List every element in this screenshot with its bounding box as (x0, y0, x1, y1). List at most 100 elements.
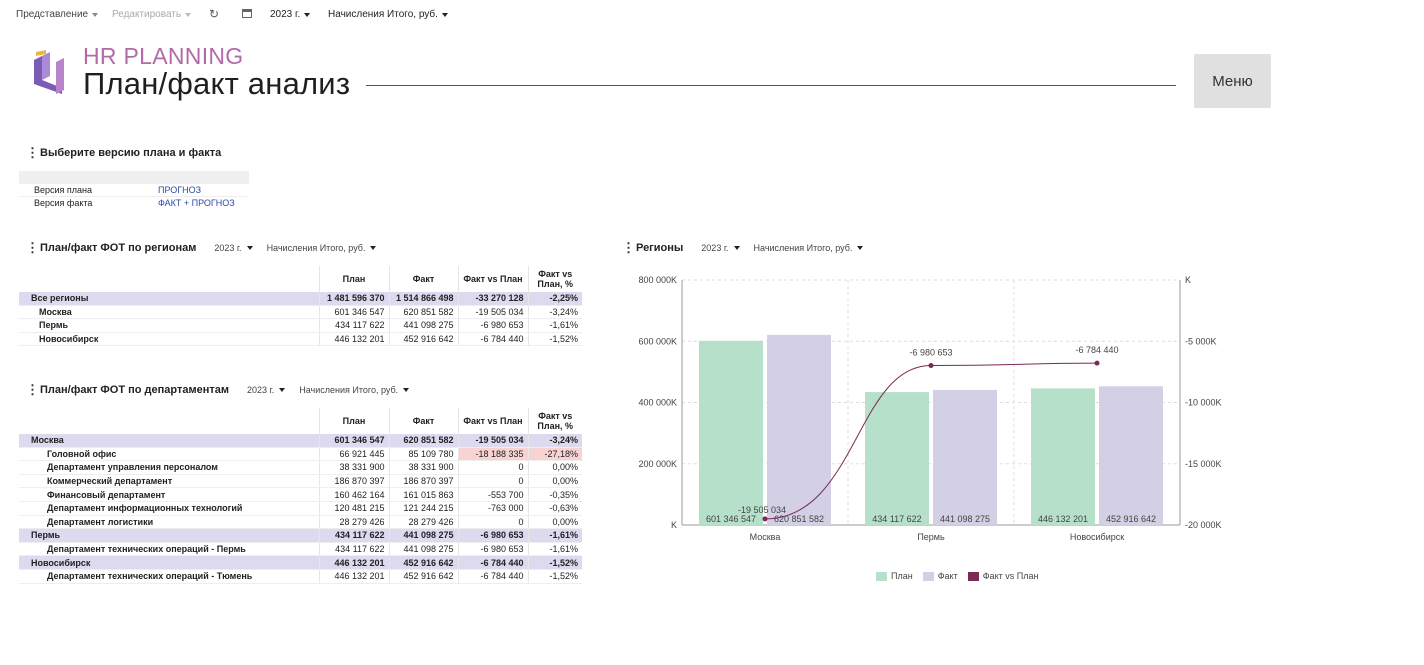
row-label: Пермь (19, 528, 319, 543)
cell-diff: -6 980 653 (457, 318, 528, 333)
data-label-diff: -6 784 440 (1075, 345, 1118, 355)
header-divider (366, 85, 1176, 86)
regions-measure-filter[interactable]: Начисления Итого, руб. (267, 243, 377, 253)
cell-plan: 446 132 201 (318, 569, 389, 584)
kebab-menu-icon[interactable]: ⋮ (622, 240, 635, 255)
y-tick-label: K (671, 520, 677, 530)
y2-tick-label: -15 000K (1185, 459, 1222, 469)
regions-year-filter[interactable]: 2023 г. (214, 243, 253, 253)
table-row[interactable]: Департамент информационных технологий 120… (19, 501, 582, 516)
chart-year-filter[interactable]: 2023 г. (701, 243, 740, 253)
table-row[interactable]: Москва 601 346 547 620 851 582 -19 505 034-… (19, 305, 582, 320)
x-tick-label: Пермь (917, 532, 945, 542)
cell-plan: 66 921 445 (318, 447, 389, 462)
version-fact-value[interactable]: ФАКТ + ПРОГНОЗ (158, 198, 235, 208)
table-row[interactable]: Все регионы 1 481 596 370 1 514 866 498 -33… (19, 292, 582, 306)
cell-fact: 441 098 275 (388, 528, 458, 543)
page-title: План/факт анализ (83, 66, 351, 101)
table-row[interactable]: Коммерческий департамент 186 870 397 186 8… (19, 474, 582, 489)
data-label-plan: 434 117 622 (872, 514, 921, 524)
bar-plan (865, 392, 929, 525)
logo-icon (34, 50, 64, 94)
cell-diff: 0 (457, 515, 528, 530)
chart-header: ⋮ Регионы 2023 г. Начисления Итого, руб. (622, 240, 864, 256)
cell-pct: -1,61% (527, 318, 582, 333)
table-row[interactable]: Пермь 434 117 622 441 098 275 -6 980 653 -1,… (19, 318, 582, 333)
data-label-plan: 601 346 547 (706, 514, 756, 524)
row-label: Головной офис (19, 447, 319, 462)
regions-table-head-row: План Факт Факт vs План Факт vs План, % (19, 266, 582, 292)
cell-diff: -6 980 653 (457, 528, 528, 543)
dept-year-filter[interactable]: 2023 г. (247, 385, 286, 395)
dept-measure-filter[interactable]: Начисления Итого, руб. (299, 385, 410, 395)
cell-plan: 601 346 547 (318, 434, 389, 448)
table-row[interactable]: Пермь 434 117 622 441 098 275 -6 980 653 -1,… (19, 528, 582, 543)
table-row[interactable]: Москва 601 346 547 620 851 582 -19 505 034-… (19, 434, 582, 448)
regions-table-title: План/факт ФОТ по регионам (40, 242, 197, 254)
chart-measure-filter[interactable]: Начисления Итого, руб. (754, 243, 864, 253)
version-plan-label: Версия плана (34, 185, 93, 195)
cell-fact: 452 916 642 (388, 555, 458, 570)
edit-menu-label: Редактировать (112, 9, 182, 20)
version-table-header (19, 171, 249, 184)
row-label: Департамент информационных технологий (19, 501, 319, 516)
y-tick-label: 800 000K (638, 275, 677, 285)
view-menu[interactable]: Представление (16, 9, 99, 20)
table-icon[interactable] (242, 9, 252, 18)
cell-plan: 434 117 622 (318, 318, 389, 333)
table-row[interactable]: Департамент логистики 28 279 426 28 279 42… (19, 515, 582, 530)
table-row[interactable]: Новосибирск 446 132 201 452 916 642 -6 784 … (19, 555, 582, 570)
legend-label: План (891, 571, 913, 581)
year-filter[interactable]: 2023 г. (270, 9, 311, 20)
dept-year-filter-label: 2023 г. (247, 385, 275, 395)
legend-swatch (876, 571, 887, 581)
line-diff (764, 362, 1098, 520)
legend-item-fact[interactable]: Факт (922, 571, 958, 581)
cell-fact: 161 015 863 (388, 487, 458, 502)
version-plan-value[interactable]: ПРОГНОЗ (158, 185, 202, 195)
bar-fact (933, 389, 997, 525)
cell-fact: 38 331 900 (388, 460, 458, 475)
legend-item-diff[interactable]: Факт vs План (967, 571, 1038, 581)
cell-plan: 38 331 900 (318, 460, 389, 475)
table-row[interactable]: Департамент управления персоналом 38 331 … (19, 460, 582, 475)
chevron-down-icon (279, 388, 286, 392)
column-header: План (318, 408, 389, 434)
table-row[interactable]: Головной офис 66 921 445 85 109 780 -18 188… (19, 447, 582, 462)
refresh-icon[interactable]: ↻ (209, 7, 220, 21)
legend-item-plan[interactable]: План (876, 571, 913, 581)
row-label: Департамент управления персоналом (19, 460, 319, 475)
cell-pct: -27,18% (527, 447, 582, 462)
kebab-menu-icon[interactable]: ⋮ (26, 145, 39, 160)
cell-plan: 446 132 201 (318, 555, 389, 570)
menu-button[interactable]: Меню (1194, 54, 1271, 108)
chevron-down-icon (857, 246, 864, 250)
cell-diff: -6 784 440 (457, 332, 528, 347)
data-label-fact: 620 851 582 (774, 514, 824, 524)
chart-year-filter-label: 2023 г. (701, 243, 729, 253)
y2-tick-label: -20 000K (1185, 520, 1222, 530)
cell-fact: 452 916 642 (388, 569, 458, 584)
edit-menu[interactable]: Редактировать (112, 9, 192, 20)
chevron-down-icon (403, 388, 410, 392)
dept-measure-filter-label: Начисления Итого, руб. (299, 385, 399, 395)
cell-pct: -3,24% (527, 305, 582, 320)
cell-plan: 160 462 164 (318, 487, 389, 502)
kebab-menu-icon[interactable]: ⋮ (26, 382, 39, 397)
row-label: Департамент технических операций - Пермь (19, 542, 319, 557)
cell-fact: 186 870 397 (388, 474, 458, 489)
table-row[interactable]: Новосибирск 446 132 201 452 916 642 -6 784 … (19, 332, 582, 347)
brand-name: HR PLANNING (83, 43, 244, 69)
cell-diff: 0 (457, 474, 528, 489)
chevron-down-icon (733, 246, 740, 250)
cell-diff: -6 784 440 (457, 555, 528, 570)
kebab-menu-icon[interactable]: ⋮ (26, 240, 39, 255)
measure-filter[interactable]: Начисления Итого, руб. (328, 9, 448, 20)
bar-fact (767, 334, 831, 525)
table-row[interactable]: Финансовый департамент 160 462 164 161 015… (19, 487, 582, 502)
cell-fact: 1 514 866 498 (388, 292, 458, 306)
table-row[interactable]: Департамент технических операций - Пермь… (19, 542, 582, 557)
table-row[interactable]: Департамент технических операций - Тюмен… (19, 569, 582, 584)
x-tick-label: Новосибирск (1070, 532, 1124, 542)
column-header: Факт vs План (457, 266, 528, 292)
